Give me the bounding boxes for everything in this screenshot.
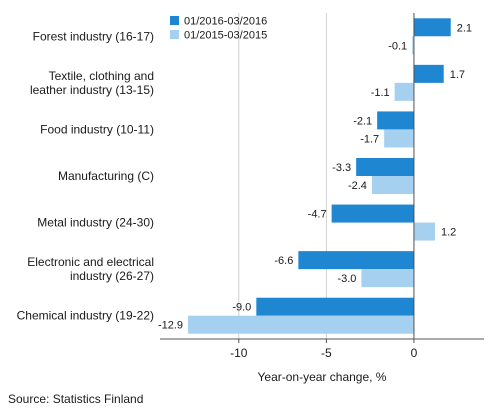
bar-previous bbox=[412, 36, 414, 55]
data-label: -1.1 bbox=[371, 87, 390, 99]
bar-previous bbox=[384, 129, 414, 148]
data-label: 1.2 bbox=[441, 227, 456, 239]
category-label: Forest industry (16-17) bbox=[33, 29, 154, 43]
legend-label: 01/2016-03/2016 bbox=[184, 16, 267, 28]
bar-previous bbox=[361, 269, 414, 288]
bar-previous bbox=[188, 315, 414, 334]
data-label: -9.0 bbox=[232, 302, 251, 314]
data-label: -4.7 bbox=[308, 209, 327, 221]
data-label: -3.0 bbox=[337, 273, 356, 285]
category-label: Metal industry (24-30) bbox=[37, 216, 154, 230]
bar-current bbox=[256, 297, 414, 316]
data-label: -2.1 bbox=[353, 115, 372, 127]
data-label: -0.1 bbox=[388, 40, 407, 52]
x-tick-label: -5 bbox=[321, 346, 332, 360]
bar-current bbox=[413, 64, 444, 83]
data-label: 1.7 bbox=[450, 69, 465, 81]
data-label: -6.6 bbox=[274, 255, 293, 267]
bar-current bbox=[413, 18, 451, 37]
data-label: 2.1 bbox=[457, 22, 472, 34]
bars bbox=[188, 18, 451, 334]
data-label: -3.3 bbox=[332, 162, 351, 174]
category-label: leather industry (13-15) bbox=[30, 83, 154, 97]
category-label: Manufacturing (C) bbox=[58, 169, 154, 183]
category-label: Food industry (10-11) bbox=[40, 122, 154, 136]
bar-current bbox=[377, 111, 414, 130]
source-note: Source: Statistics Finland bbox=[8, 392, 144, 406]
bar-previous bbox=[394, 82, 414, 101]
data-label: -12.9 bbox=[158, 320, 183, 332]
category-label: Chemical industry (19-22) bbox=[17, 309, 154, 323]
bar-current bbox=[298, 251, 414, 270]
bar-current bbox=[331, 204, 414, 223]
bar-previous bbox=[371, 176, 414, 194]
data-label: -1.7 bbox=[360, 133, 379, 145]
category-label: Textile, clothing and bbox=[49, 69, 154, 83]
bar-previous bbox=[413, 222, 435, 241]
data-label: -2.4 bbox=[348, 180, 367, 192]
legend-swatch bbox=[170, 30, 179, 39]
legend-swatch bbox=[170, 16, 179, 25]
labels: 2.1 -0.1 Forest industry (16-17) 1.7 -1.1 Tex… bbox=[17, 22, 472, 331]
category-label: industry (26-27) bbox=[70, 269, 154, 283]
x-tick-label: 0 bbox=[411, 346, 418, 360]
x-tick-label: -10 bbox=[230, 346, 248, 360]
legend: 01/2016-03/2016 01/2015-03/2015 bbox=[170, 16, 267, 42]
x-axis-title: Year-on-year change, % bbox=[258, 370, 387, 384]
bar-current bbox=[356, 158, 414, 176]
legend-label: 01/2015-03/2015 bbox=[184, 30, 267, 42]
category-label: Electronic and electrical bbox=[27, 255, 154, 269]
x-axis: -10 -5 0 Year-on-year change, % bbox=[160, 13, 484, 384]
